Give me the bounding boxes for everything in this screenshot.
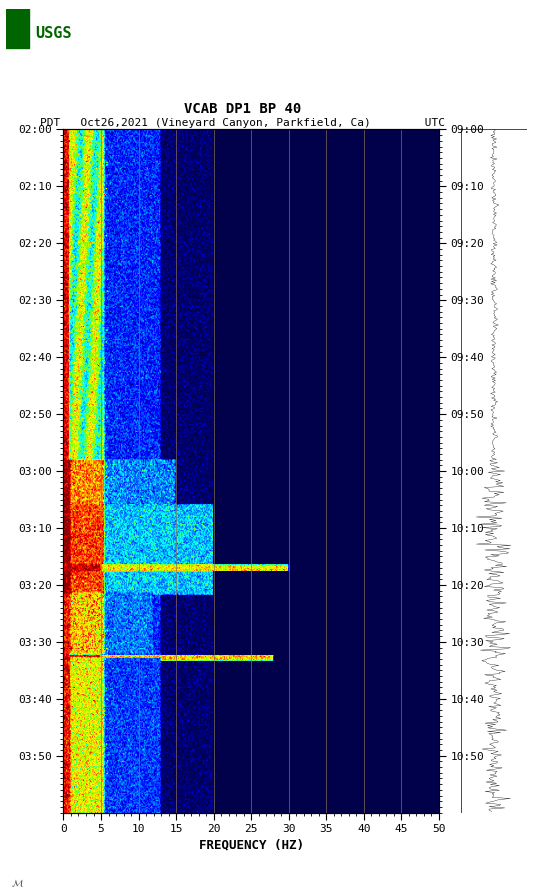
- Text: PDT   Oct26,2021 (Vineyard Canyon, Parkfield, Ca)        UTC: PDT Oct26,2021 (Vineyard Canyon, Parkfie…: [40, 118, 445, 129]
- X-axis label: FREQUENCY (HZ): FREQUENCY (HZ): [199, 839, 304, 852]
- Bar: [461, 129, 527, 813]
- Text: $\mathcal{M}$: $\mathcal{M}$: [11, 877, 24, 889]
- Bar: [6, 9, 29, 48]
- Text: VCAB DP1 BP 40: VCAB DP1 BP 40: [184, 102, 301, 116]
- Text: USGS: USGS: [35, 26, 72, 41]
